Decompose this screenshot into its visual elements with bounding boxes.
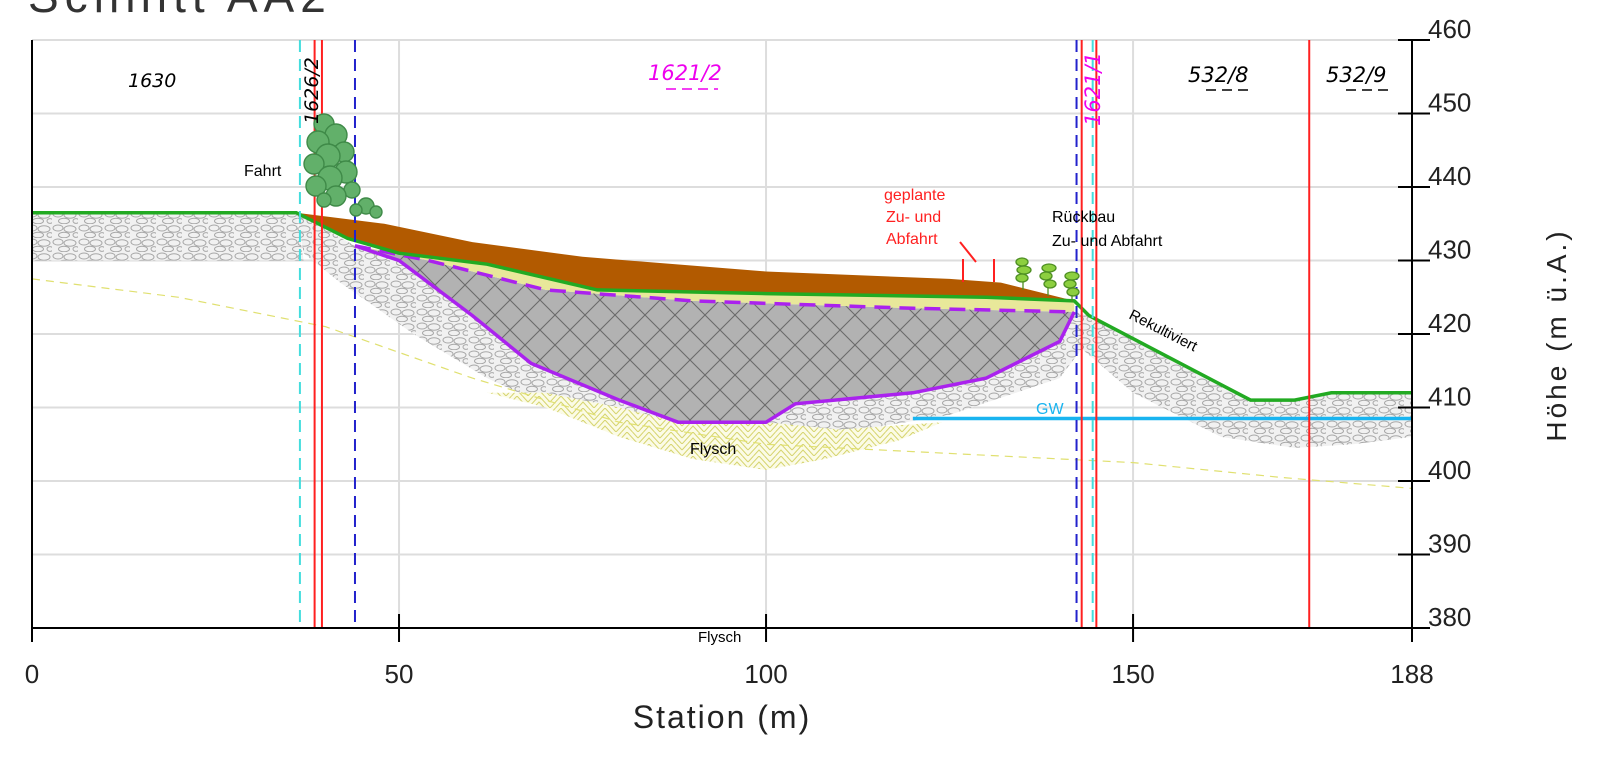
y-tick-label: 460: [1428, 14, 1471, 44]
y-tick-label: 420: [1428, 308, 1471, 338]
y-tick-label: 450: [1428, 88, 1471, 118]
flysch-label: Flysch: [690, 441, 736, 458]
parcel-label-532-9: 532/9: [1326, 63, 1387, 87]
x-tick-label: 50: [385, 659, 414, 689]
x-tick-label: 188: [1390, 659, 1433, 689]
y-axis-label: Höhe (m ü.A.): [1541, 228, 1572, 441]
parcel-label-1630: 1630: [128, 70, 176, 92]
x-axis-label: Station (m): [633, 699, 811, 735]
excavation-top-line: [354, 244, 1075, 314]
y-tick-label: 430: [1428, 235, 1471, 265]
x-tick-label: 150: [1111, 659, 1154, 689]
shrub-icon: [1015, 257, 1080, 302]
y-tick-label: 440: [1428, 161, 1471, 191]
x-tick-label: 0: [25, 659, 39, 689]
groundwater-label: GW: [1036, 401, 1064, 418]
planned-ramp-markers: [959, 241, 995, 282]
parcel-label-532-8: 532/8: [1188, 63, 1249, 87]
rock-boundary-line: [31, 278, 1413, 489]
terrain-line: [32, 210, 1412, 402]
fill-layer: [296, 212, 1075, 301]
x-axis-ticks: 0 50 100 150 188: [25, 614, 1434, 689]
parcel-label-1626-2: 1626/2: [301, 57, 323, 124]
y-axis-ticks: 460 450 440 430 420 410 400 390 380: [1398, 14, 1471, 632]
figure-title: Schnitt AA2: [28, 0, 332, 22]
y-tick-label: 410: [1428, 382, 1471, 412]
flysch-layer: [487, 392, 943, 470]
removal-label-1: Rückbau: [1052, 209, 1115, 226]
y-tick-label: 400: [1428, 455, 1471, 485]
excavation-body: [355, 245, 1075, 423]
planned-ramp-label-1: geplante: [884, 187, 945, 204]
gravel-layer-left: [32, 212, 304, 261]
parcel-label-1621-2: 1621/2: [648, 61, 722, 85]
tree-icon: [303, 113, 383, 219]
y-tick-label: 390: [1428, 529, 1471, 559]
excavation-bottom-line: [354, 244, 1076, 424]
flysch-bottom-label: Flysch: [698, 629, 741, 646]
removal-label-2: Zu- und Abfahrt: [1052, 233, 1163, 250]
planned-ramp-label-3: Abfahrt: [886, 231, 938, 248]
parcel-label-1621-1: 1621/1: [1081, 52, 1105, 126]
x-tick-label: 100: [744, 659, 787, 689]
y-tick-label: 380: [1428, 602, 1471, 632]
gravel-layer-slope: [296, 212, 1412, 448]
fahrt-label: Fahrt: [244, 163, 282, 180]
sand-layer: [355, 245, 1075, 312]
planned-ramp-label-2: Zu- und: [886, 209, 941, 226]
parcel-label-underlines: [666, 88, 1390, 91]
parcel-boundaries: [298, 40, 1311, 628]
